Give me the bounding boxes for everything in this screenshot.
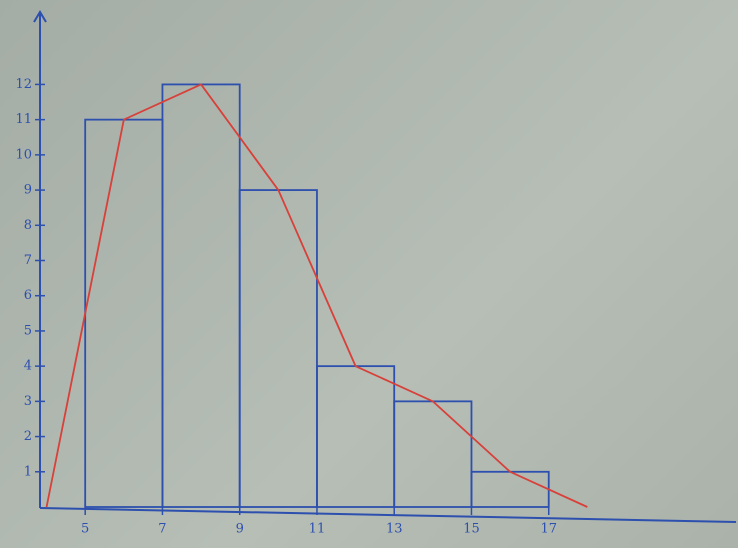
x-tick-label: 13 xyxy=(386,522,403,537)
y-tick-label: 4 xyxy=(24,359,32,374)
bar xyxy=(471,472,548,507)
x-axis xyxy=(40,508,736,522)
y-tick-label: 9 xyxy=(24,183,32,198)
y-tick-label: 8 xyxy=(24,218,32,233)
y-tick-label: 6 xyxy=(24,288,32,303)
bar xyxy=(317,366,394,507)
chart: 12345678910111257911131517 xyxy=(0,0,738,548)
y-tick-label: 3 xyxy=(24,394,32,409)
bar xyxy=(240,190,317,507)
y-tick-label: 1 xyxy=(24,464,32,479)
y-tick-label: 10 xyxy=(15,147,32,162)
x-tick-label: 17 xyxy=(540,522,557,537)
y-tick-label: 11 xyxy=(15,112,32,127)
y-tick-label: 12 xyxy=(15,77,32,92)
bar xyxy=(85,120,162,507)
y-tick-label: 5 xyxy=(24,323,32,338)
bar xyxy=(394,401,471,507)
x-tick-label: 7 xyxy=(158,522,166,537)
x-tick-label: 9 xyxy=(236,522,244,537)
x-tick-label: 11 xyxy=(309,522,326,537)
x-tick-label: 5 xyxy=(81,522,89,537)
y-tick-label: 2 xyxy=(24,429,32,444)
y-tick-label: 7 xyxy=(24,253,32,268)
x-tick-label: 15 xyxy=(463,522,480,537)
bar xyxy=(162,84,239,507)
